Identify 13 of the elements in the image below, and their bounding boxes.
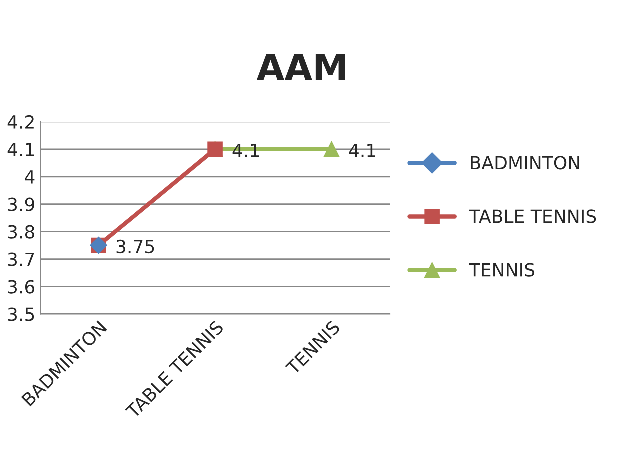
- y-tick-label: 3.7: [8, 252, 34, 266]
- legend-label: BADMINTON: [471, 156, 580, 170]
- legend-label: TENNIS: [469, 263, 535, 277]
- y-tick-label: 3.9: [8, 198, 34, 212]
- data-label: 3.75: [116, 240, 154, 254]
- y-tick-label: 3.6: [8, 280, 35, 294]
- y-tick-label: 3.5: [8, 308, 34, 322]
- y-tick-label: 4.2: [8, 115, 34, 129]
- legend-label: TABLE TENNIS: [469, 210, 596, 224]
- y-tick-label: 4.1: [8, 143, 34, 156]
- y-tick-label: 4: [25, 170, 35, 184]
- chart-title: AAM: [256, 54, 346, 80]
- y-tick-label: 3.8: [8, 225, 34, 239]
